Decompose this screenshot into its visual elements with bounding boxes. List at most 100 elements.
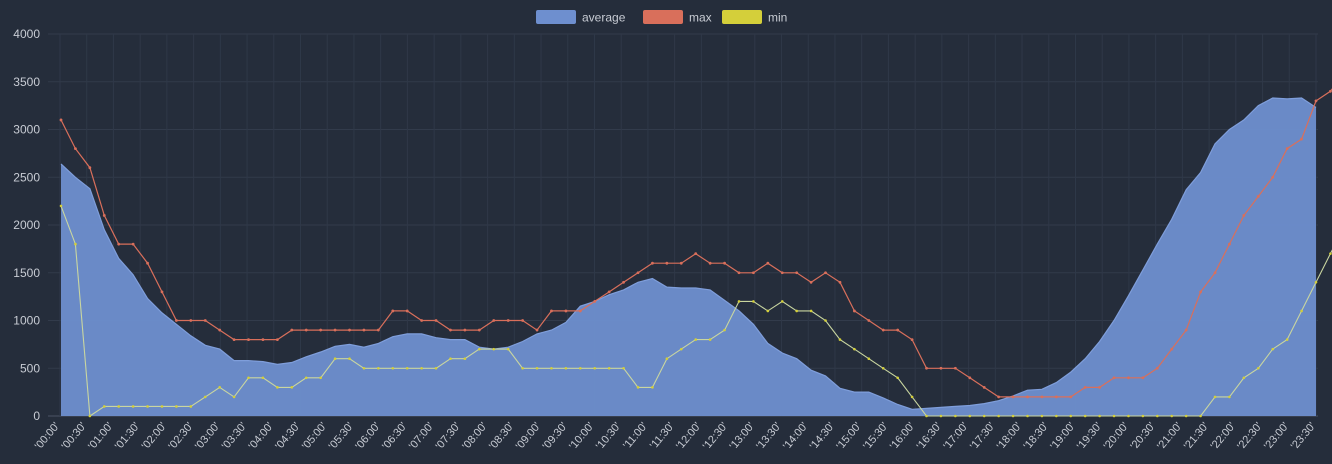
min-point — [679, 347, 683, 351]
min-point — [492, 347, 496, 351]
max-point — [275, 338, 279, 341]
max-point — [824, 271, 827, 275]
min-point — [391, 366, 395, 370]
min-point — [564, 366, 568, 370]
max-point — [809, 280, 813, 284]
max-point — [910, 338, 914, 341]
max-point — [1141, 376, 1145, 380]
x-tick-label: '06:00' — [353, 420, 383, 452]
legend-label-min: min — [768, 11, 787, 25]
min-point — [348, 357, 351, 361]
max-point — [434, 319, 438, 322]
x-tick-label: '00:00' — [33, 420, 63, 452]
min-point — [304, 376, 308, 380]
min-point — [723, 328, 726, 332]
x-tick-label: '20:00' — [1102, 420, 1132, 452]
max-point — [1083, 385, 1087, 389]
min-point — [175, 405, 178, 408]
max-point — [1054, 395, 1058, 399]
max-point — [1329, 89, 1332, 93]
max-point — [665, 261, 669, 265]
min-point — [146, 405, 149, 408]
legend-item-min[interactable]: min — [722, 10, 787, 25]
max-point — [679, 261, 683, 265]
max-point — [146, 261, 149, 265]
max-point — [1098, 385, 1102, 389]
y-tick-label: 1500 — [13, 266, 40, 280]
x-tick-label: '22:30' — [1235, 420, 1265, 452]
min-point — [420, 366, 423, 370]
min-point — [276, 386, 279, 389]
legend-label-average: average — [582, 11, 626, 25]
max-point — [420, 319, 424, 322]
max-point — [319, 328, 323, 332]
min-point — [838, 338, 842, 341]
max-point — [102, 214, 106, 217]
y-tick-label: 3000 — [13, 123, 40, 137]
min-point — [665, 357, 669, 361]
x-tick-label: '17:00' — [941, 420, 971, 452]
min-point — [997, 414, 1000, 418]
min-point — [824, 319, 827, 322]
y-tick-label: 0 — [33, 409, 40, 423]
legend-item-average[interactable]: average — [536, 10, 626, 25]
y-tick-label: 500 — [20, 361, 40, 375]
max-point — [1112, 376, 1116, 380]
max-point — [506, 319, 510, 322]
min-point — [463, 357, 467, 361]
x-tick-label: '09:00' — [514, 420, 544, 452]
max-point — [1127, 376, 1130, 380]
max-point — [117, 242, 121, 246]
max-point — [131, 242, 135, 246]
x-tick-label: '08:30' — [487, 420, 517, 452]
x-tick-label: '07:30' — [434, 420, 464, 452]
min-point — [1256, 366, 1260, 370]
max-point — [694, 252, 698, 256]
legend-label-max: max — [689, 11, 712, 25]
max-point — [1242, 214, 1246, 217]
legend[interactable]: average max min — [536, 10, 787, 25]
max-point — [838, 280, 842, 284]
min-point — [1199, 414, 1202, 418]
max-point — [896, 328, 900, 332]
min-point — [896, 376, 899, 380]
max-point — [1199, 290, 1202, 294]
min-point — [1156, 414, 1159, 418]
x-tick-label: '00:30' — [59, 420, 89, 452]
min-point — [1083, 414, 1087, 418]
max-point — [304, 328, 308, 332]
max-point — [607, 290, 611, 294]
min-point — [478, 347, 481, 351]
max-point — [636, 271, 640, 275]
x-tick-label: '14:30' — [808, 420, 838, 452]
max-point — [752, 271, 755, 275]
max-point — [333, 328, 337, 332]
min-point — [1112, 414, 1116, 418]
max-point — [982, 385, 986, 389]
min-point — [708, 338, 712, 341]
max-point — [1285, 147, 1289, 151]
max-point — [218, 328, 222, 332]
max-point — [59, 118, 63, 122]
y-tick-label: 4000 — [13, 27, 40, 41]
x-tick-label: '16:30' — [915, 420, 945, 452]
y-axis-ticks: 0 500 1000 1500 2000 2500 3000 3500 4000 — [13, 27, 40, 423]
min-point — [1271, 347, 1275, 351]
min-point — [319, 376, 322, 380]
min-point — [377, 366, 380, 370]
max-point — [1069, 395, 1073, 399]
min-point — [1098, 414, 1101, 418]
min-point — [59, 204, 63, 208]
max-point — [953, 366, 957, 370]
max-point — [766, 261, 770, 265]
min-point — [1055, 414, 1058, 418]
legend-item-max[interactable]: max — [643, 10, 712, 25]
max-point — [651, 261, 654, 265]
max-point — [1170, 347, 1174, 351]
x-tick-label: '06:30' — [380, 420, 410, 452]
x-tick-label: '23:00' — [1262, 420, 1292, 452]
min-point — [925, 414, 928, 418]
min-point — [1213, 395, 1217, 399]
max-point — [189, 319, 193, 322]
min-point — [579, 366, 582, 370]
